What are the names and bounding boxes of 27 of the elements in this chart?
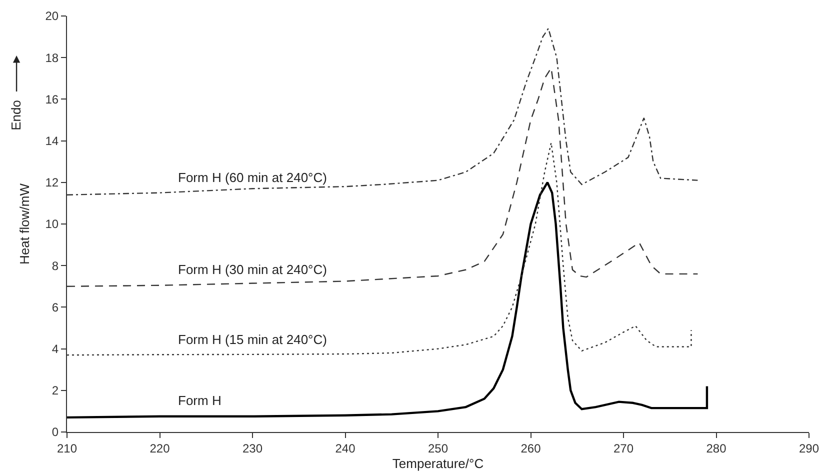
x-axis-title: Temperature/°C <box>392 456 484 471</box>
y-tick-label: 18 <box>45 50 59 65</box>
text: Endo <box>8 100 24 130</box>
series-label: Form H (30 min at 240°C) <box>178 262 327 277</box>
x-tick-label: 290 <box>798 441 820 456</box>
y-tick-label: 4 <box>52 342 59 356</box>
y-tick-label: 2 <box>52 384 59 398</box>
x-tick-label: 260 <box>520 441 542 456</box>
x-tick-label: 270 <box>613 441 634 456</box>
y-tick-label: 0 <box>52 425 59 440</box>
y-tick-label: 14 <box>45 134 59 148</box>
x-tick-label: 210 <box>56 441 78 456</box>
x-tick-label: 250 <box>428 441 448 456</box>
y-tick-label: 20 <box>45 9 59 24</box>
y-tick-label: 8 <box>52 258 59 273</box>
x-tick-label: 240 <box>335 441 356 456</box>
y-axis-title: Heat flow/mW <box>17 182 32 264</box>
series-label: Form H (60 min at 240°C) <box>178 170 327 185</box>
x-tick-label: 280 <box>706 441 727 456</box>
y-tick-label: 12 <box>45 176 59 190</box>
y-tick-label: 16 <box>45 92 59 106</box>
y-tick-label: 6 <box>52 300 59 314</box>
series-label: Form H (15 min at 240°C) <box>178 332 327 347</box>
x-tick-label: 230 <box>242 441 263 456</box>
y-tick-label: 10 <box>45 217 59 232</box>
x-tick-label: 220 <box>150 441 170 456</box>
series-label: Form H <box>178 393 222 408</box>
